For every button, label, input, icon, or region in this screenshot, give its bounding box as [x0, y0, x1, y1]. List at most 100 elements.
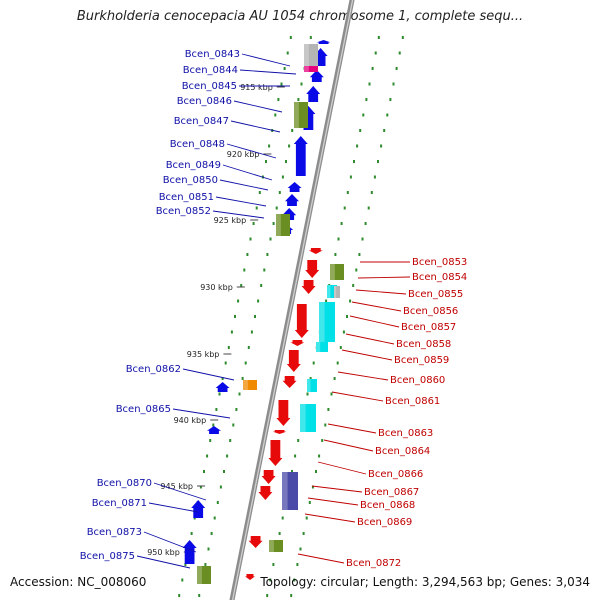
tick-dot-2 — [337, 237, 340, 241]
tick-dot-0 — [190, 532, 193, 535]
tick-dot-2 — [343, 206, 346, 210]
gene-label-bcen-0864-leader — [323, 439, 374, 452]
cyan-feature-box-1-shade — [319, 302, 325, 342]
gene-label-bcen-0864: Bcen_0864 — [375, 446, 430, 457]
tick-dot-2 — [340, 222, 343, 225]
tick-dot-1 — [219, 485, 222, 489]
tick-dot-3 — [318, 454, 321, 458]
gene-label-bcen-0854-leader — [357, 276, 411, 279]
gray-feature-box-shade — [304, 44, 309, 72]
tick-dot-1 — [210, 532, 213, 535]
reverse-gene-arrow-8 — [272, 430, 287, 434]
tick-dot-0 — [283, 67, 286, 70]
gene-label-bcen-0860-leader — [337, 371, 389, 381]
olive-feature-box-2 — [330, 264, 344, 280]
gene-label-bcen-0862-leader — [182, 368, 235, 381]
gene-label-bcen-0855-leader — [355, 289, 407, 295]
accession-text: Accession: NC_008060 — [10, 575, 147, 589]
cyan-feature-box-4 — [300, 404, 316, 432]
forward-gene-arrow-7 — [285, 194, 299, 206]
tick-dot-0 — [224, 361, 227, 365]
gene-label-bcen-0858: Bcen_0858 — [396, 339, 451, 350]
cyan-feature-box-0 — [327, 285, 337, 298]
gene-label-bcen-0851-leader — [215, 196, 267, 207]
gene-label-bcen-0860: Bcen_0860 — [390, 375, 445, 386]
kbp-label: 925 kbp — [214, 216, 247, 225]
orange-feature-box-shade — [243, 380, 248, 390]
forward-gene-arrow-far-0 — [215, 382, 230, 392]
tick-dot-0 — [246, 253, 249, 256]
gene-label-bcen-0852: Bcen_0852 — [156, 206, 211, 217]
tick-dot-2 — [266, 594, 269, 597]
gray-feature-box-1 — [334, 286, 340, 298]
gene-label-bcen-0852-leader — [212, 210, 265, 219]
tick-dot-1 — [309, 36, 312, 39]
tick-dot-3 — [324, 423, 327, 427]
tick-dot-2 — [312, 361, 315, 365]
tick-dot-1 — [244, 361, 247, 365]
cyan-feature-box-3-shade — [307, 379, 311, 392]
tick-dot-3 — [392, 82, 395, 86]
gene-label-bcen-0868-leader — [307, 497, 359, 506]
tick-dot-3 — [383, 129, 386, 132]
tick-dot-0 — [206, 454, 209, 458]
gene-label-bcen-0868: Bcen_0868 — [360, 500, 415, 511]
gene-label-bcen-0872-leader — [297, 553, 345, 564]
olive-feature-box-4-shade — [197, 566, 202, 584]
gene-label-bcen-0871-leader — [148, 502, 199, 513]
tick-dot-3 — [401, 36, 404, 39]
gene-label-bcen-0866: Bcen_0866 — [368, 469, 423, 480]
cyan-feature-box-1 — [319, 302, 335, 342]
gene-label-bcen-0855: Bcen_0855 — [408, 289, 463, 300]
topology-stats-text: Topology: circular; Length: 3,294,563 bp… — [260, 575, 590, 589]
kbp-label: 930 kbp — [200, 283, 233, 292]
tick-dot-3 — [296, 563, 299, 566]
gene-label-bcen-0851: Bcen_0851 — [159, 192, 214, 203]
leader-lines-layer — [136, 53, 411, 569]
tick-dot-1 — [207, 547, 210, 551]
olive-feature-box-0-shade — [294, 102, 299, 128]
tick-dot-3 — [339, 346, 342, 349]
tick-dot-1 — [213, 516, 216, 520]
forward-gene-arrow-5 — [293, 136, 308, 176]
tick-dot-1 — [285, 160, 287, 163]
tick-dot-2 — [365, 98, 368, 101]
tick-dot-1 — [226, 454, 229, 458]
magenta-feature-box — [304, 66, 318, 72]
orange-feature-box — [243, 380, 257, 390]
tick-dot-1 — [266, 253, 269, 256]
tick-dot-2 — [309, 377, 312, 380]
gene-label-bcen-0869: Bcen_0869 — [357, 517, 412, 528]
forward-gene-arrow-2 — [309, 70, 324, 82]
tick-dot-1 — [241, 377, 244, 380]
gene-label-bcen-0857: Bcen_0857 — [401, 322, 456, 333]
tick-dot-0 — [277, 98, 280, 101]
reverse-gene-arrow-7 — [276, 400, 291, 426]
kbp-label: 950 kbp — [147, 548, 180, 557]
tick-dot-2 — [281, 516, 284, 520]
tick-dot-3 — [290, 594, 293, 597]
gene-label-bcen-0872: Bcen_0872 — [346, 558, 401, 569]
tick-dot-0 — [252, 222, 255, 225]
backbone-highlight — [231, 0, 354, 600]
tick-dot-1 — [216, 501, 219, 504]
tick-dot-2 — [359, 129, 362, 132]
tick-dot-0 — [209, 439, 212, 442]
tick-dot-1 — [238, 392, 241, 396]
tick-dot-3 — [336, 361, 339, 365]
tick-marks-layer: 915 kbp 920 kbp 925 kbp 930 kbp 935 kbp 940 k… — [147, 36, 404, 597]
olive-feature-box-2-shade — [330, 264, 335, 280]
reverse-gene-arrow-4 — [290, 340, 305, 346]
tick-dot-3 — [358, 253, 361, 256]
gene-label-bcen-0866-leader — [317, 461, 367, 475]
tick-dot-3 — [395, 67, 398, 70]
tick-dot-3 — [352, 284, 355, 287]
tick-dot-0 — [230, 330, 233, 334]
gene-label-bcen-0858-leader — [345, 333, 395, 345]
tick-dot-1 — [198, 594, 201, 597]
gene-label-bcen-0856: Bcen_0856 — [403, 306, 458, 317]
gene-label-bcen-0863-leader — [327, 423, 377, 434]
forward-gene-arrow-3 — [306, 86, 321, 102]
tick-dot-0 — [181, 578, 184, 582]
tick-dot-3 — [367, 206, 370, 210]
